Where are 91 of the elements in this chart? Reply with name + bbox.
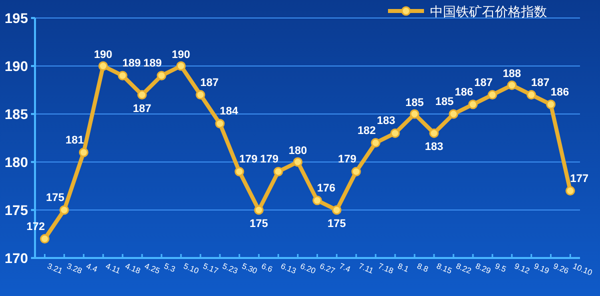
data-label: 175 <box>328 218 346 230</box>
data-label: 185 <box>435 96 454 108</box>
y-tick-label: 195 <box>4 10 28 26</box>
x-tick-label: 5.17 <box>202 262 220 276</box>
y-tick-label: 180 <box>4 154 28 170</box>
point <box>507 80 517 90</box>
x-tick-label: 5.30 <box>240 262 259 276</box>
point <box>234 166 244 176</box>
point <box>98 61 108 71</box>
data-label: 183 <box>424 141 444 154</box>
point <box>312 196 322 206</box>
x-tick-label: 7.11 <box>357 262 376 276</box>
x-tick-label: 8.8 <box>416 262 430 274</box>
y-tick-label: 185 <box>4 106 28 122</box>
point <box>370 138 380 148</box>
x-tick-label: 8.29 <box>474 262 493 276</box>
y-tick-label: 190 <box>4 58 28 74</box>
data-label: 186 <box>454 86 474 98</box>
x-tick-label: 10.10 <box>572 262 594 278</box>
data-label: 180 <box>288 145 307 157</box>
x-tick-label: 9.26 <box>552 262 570 276</box>
data-label: 189 <box>122 58 141 70</box>
data-label: 176 <box>317 182 336 194</box>
data-label: 187 <box>474 76 493 89</box>
data-label: 177 <box>570 172 588 185</box>
x-tick-label: 7.4 <box>338 262 352 274</box>
data-label: 179 <box>239 154 258 166</box>
data-label: 187 <box>531 76 550 89</box>
data-label: 189 <box>143 58 162 70</box>
point <box>215 118 225 128</box>
x-tick-label: 7.18 <box>376 262 396 276</box>
x-tick-label: 8.22 <box>454 262 474 276</box>
point <box>78 148 88 158</box>
point <box>196 90 206 100</box>
point <box>526 90 536 100</box>
point <box>118 70 128 80</box>
y-tick-label: 170 <box>4 250 28 266</box>
point <box>59 205 69 215</box>
point <box>293 157 303 167</box>
x-tick-label: 4.4 <box>84 262 100 274</box>
x-tick-label: 6.13 <box>280 262 298 276</box>
point <box>410 109 420 119</box>
data-label: 175 <box>46 192 64 204</box>
x-tick-label: 4.11 <box>104 262 122 276</box>
data-label: 187 <box>200 76 219 89</box>
x-tick-label: 5.3 <box>162 262 177 274</box>
x-tick-label: 9.19 <box>532 262 551 276</box>
data-label: 179 <box>338 154 356 166</box>
point <box>429 128 439 138</box>
data-label: 185 <box>405 97 424 109</box>
point <box>390 128 400 138</box>
x-tick-label: 8.15 <box>435 262 454 276</box>
point <box>488 90 498 100</box>
data-label: 183 <box>376 115 396 128</box>
data-label: 184 <box>220 106 239 118</box>
data-label: 187 <box>132 102 152 115</box>
point <box>332 205 342 215</box>
point <box>448 109 458 119</box>
data-label: 188 <box>502 68 522 80</box>
x-tick-label: 5.23 <box>221 262 240 276</box>
x-tick-label: 3.28 <box>65 262 84 276</box>
point <box>566 186 576 196</box>
point <box>254 205 264 215</box>
data-label: 190 <box>172 49 190 61</box>
point <box>176 61 186 71</box>
x-tick-label: 6.6 <box>260 262 274 274</box>
data-label: 186 <box>550 86 569 98</box>
data-label: 181 <box>65 134 84 146</box>
point <box>274 166 284 176</box>
x-tick-label: 3.21 <box>46 262 64 276</box>
x-tick-label: 4.25 <box>143 262 162 276</box>
point <box>546 100 556 110</box>
x-tick-label: 5.10 <box>182 262 201 276</box>
x-tick-label: 6.20 <box>299 262 318 276</box>
x-tick-label: 8.1 <box>396 262 411 274</box>
x-tick-label: 6.27 <box>318 262 337 276</box>
point <box>40 234 50 244</box>
data-label: 172 <box>26 220 45 233</box>
y-tick-label: 175 <box>4 202 28 218</box>
x-tick-label: 9.5 <box>494 262 508 274</box>
data-label: 182 <box>357 124 376 137</box>
data-label: 190 <box>94 49 112 61</box>
legend-label: 中国铁矿石价格指数 <box>430 4 547 19</box>
data-label: 179 <box>260 154 278 166</box>
point <box>351 166 361 176</box>
x-tick-label: 9.12 <box>513 262 532 276</box>
point <box>468 100 478 110</box>
x-tick-label: 4.18 <box>124 262 142 276</box>
point <box>156 70 166 80</box>
point <box>137 90 147 100</box>
data-label: 175 <box>250 218 268 230</box>
